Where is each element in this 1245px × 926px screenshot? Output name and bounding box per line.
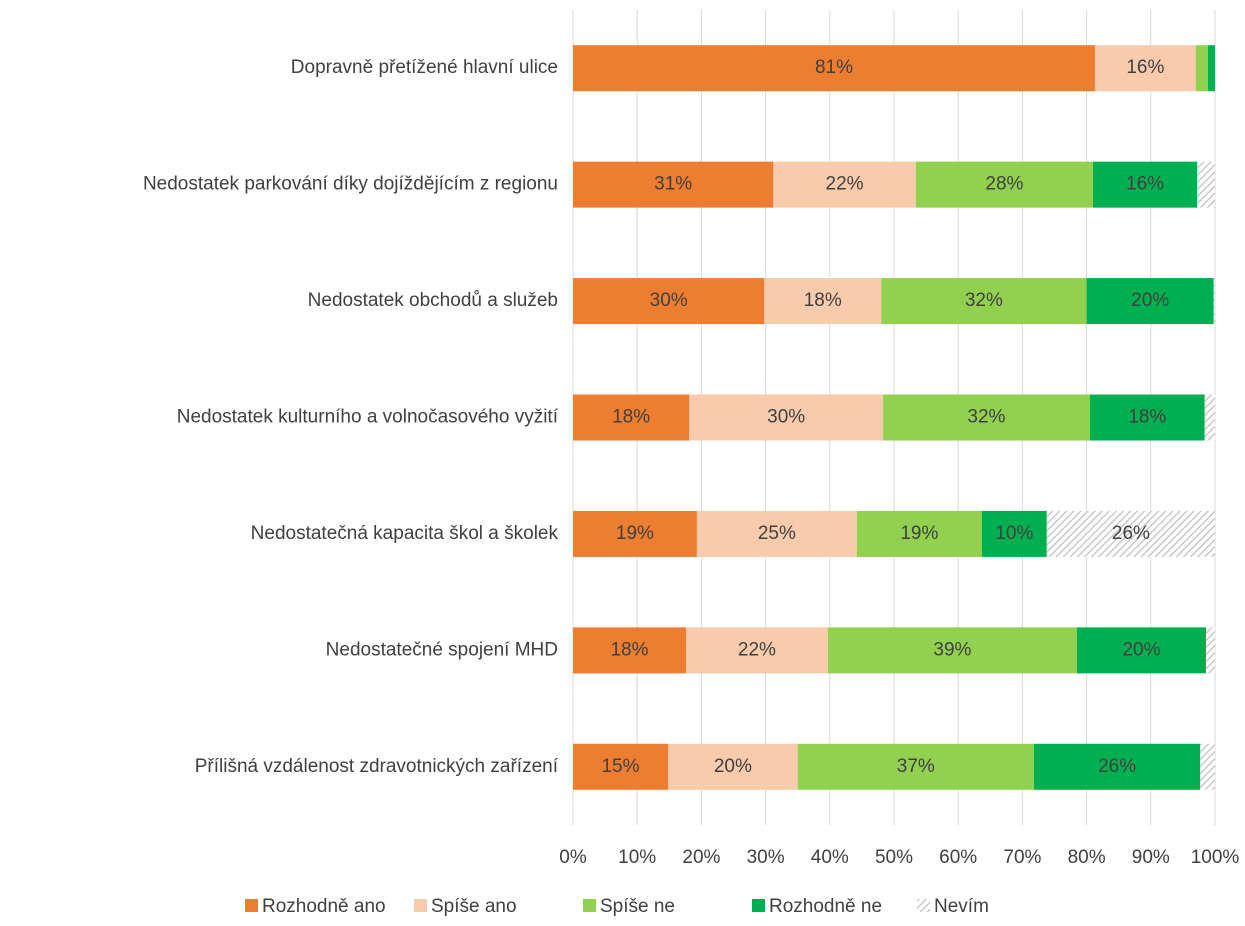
bar-segment bbox=[881, 278, 1087, 325]
bar-segment bbox=[797, 743, 1034, 790]
bar-segment bbox=[1093, 161, 1198, 208]
x-tick-label: 20% bbox=[682, 847, 720, 868]
data-label: 26% bbox=[1098, 756, 1136, 777]
data-label: 25% bbox=[758, 523, 796, 544]
bar-segment bbox=[668, 743, 798, 790]
category-label: Dopravně přetížené hlavní ulice bbox=[291, 57, 558, 78]
bar-segment bbox=[1213, 278, 1215, 325]
bar-segment bbox=[573, 45, 1095, 92]
data-label: 16% bbox=[1126, 57, 1164, 78]
x-tick-label: 90% bbox=[1132, 847, 1170, 868]
data-label: 31% bbox=[654, 174, 692, 195]
legend-swatch bbox=[414, 899, 427, 912]
data-label: 19% bbox=[900, 523, 938, 544]
data-label: 16% bbox=[1126, 174, 1164, 195]
legend-label: Nevím bbox=[934, 896, 989, 917]
bar-segment bbox=[573, 743, 669, 790]
data-label: 30% bbox=[650, 290, 688, 311]
data-label: 18% bbox=[612, 407, 650, 428]
data-label: 20% bbox=[714, 756, 752, 777]
x-tick-label: 70% bbox=[1003, 847, 1041, 868]
x-tick-label: 0% bbox=[559, 847, 587, 868]
bar-segment bbox=[1076, 627, 1207, 674]
category-label: Nedostatečná kapacita škol a školek bbox=[251, 523, 559, 544]
legend-label: Rozhodně ne bbox=[769, 896, 882, 917]
category-label: Nedostatečné spojení MHD bbox=[326, 639, 558, 660]
bar-segment bbox=[573, 394, 690, 441]
bar-segment bbox=[1033, 743, 1201, 790]
bar-segment bbox=[1046, 510, 1215, 557]
x-tick-label: 40% bbox=[811, 847, 849, 868]
data-label: 37% bbox=[897, 756, 935, 777]
x-tick-label: 60% bbox=[939, 847, 977, 868]
bar-segment bbox=[1195, 45, 1208, 92]
legend-label: Spíše ano bbox=[431, 896, 517, 917]
bar-segment bbox=[773, 161, 916, 208]
x-tick-label: 10% bbox=[618, 847, 656, 868]
bar-segment bbox=[573, 627, 686, 674]
data-label: 39% bbox=[933, 639, 971, 660]
bar-segment bbox=[685, 627, 828, 674]
legend-swatch bbox=[245, 899, 258, 912]
bar-segment bbox=[573, 278, 765, 325]
data-label: 28% bbox=[985, 174, 1023, 195]
bar-segment bbox=[689, 394, 884, 441]
data-label: 32% bbox=[967, 407, 1005, 428]
data-label: 18% bbox=[804, 290, 842, 311]
data-label: 22% bbox=[826, 174, 864, 195]
bar-segment bbox=[1207, 45, 1215, 92]
data-label: 20% bbox=[1122, 639, 1160, 660]
data-label: 81% bbox=[815, 57, 853, 78]
data-label: 22% bbox=[738, 639, 776, 660]
data-label: 32% bbox=[965, 290, 1003, 311]
bar-segment bbox=[1197, 161, 1215, 208]
bar-segment bbox=[915, 161, 1094, 208]
data-label: 10% bbox=[995, 523, 1033, 544]
bar-segment bbox=[1204, 394, 1215, 441]
bar-segment bbox=[856, 510, 982, 557]
bar-segment bbox=[573, 161, 774, 208]
legend-label: Spíše ne bbox=[600, 896, 675, 917]
category-label: Přílišná vzdálenost zdravotnických zaříz… bbox=[195, 756, 559, 777]
data-label: 19% bbox=[616, 523, 654, 544]
x-tick-label: 80% bbox=[1068, 847, 1106, 868]
bar-segment bbox=[573, 510, 697, 557]
bar-segment bbox=[1086, 278, 1214, 325]
bar-segment bbox=[1206, 627, 1215, 674]
bar-segment bbox=[1089, 394, 1205, 441]
category-label: Nedostatek obchodů a služeb bbox=[308, 290, 558, 311]
x-tick-label: 50% bbox=[875, 847, 913, 868]
legend-swatch bbox=[583, 899, 596, 912]
bar-segment bbox=[1094, 45, 1196, 92]
bar-segment bbox=[981, 510, 1047, 557]
data-label: 20% bbox=[1131, 290, 1169, 311]
bar-segment bbox=[883, 394, 1090, 441]
legend-swatch bbox=[752, 899, 765, 912]
legend-swatch bbox=[917, 899, 930, 912]
bar-segment bbox=[827, 627, 1077, 674]
data-label: 18% bbox=[610, 639, 648, 660]
category-label: Nedostatek kulturního a volnočasového vy… bbox=[177, 407, 559, 428]
data-label: 26% bbox=[1112, 523, 1150, 544]
bar-segment bbox=[1200, 743, 1215, 790]
data-label: 30% bbox=[767, 407, 805, 428]
bar-segment bbox=[764, 278, 882, 325]
bar-segment bbox=[696, 510, 857, 557]
x-tick-label: 30% bbox=[747, 847, 785, 868]
legend-label: Rozhodně ano bbox=[262, 896, 386, 917]
data-label: 18% bbox=[1128, 407, 1166, 428]
data-label: 15% bbox=[601, 756, 639, 777]
category-label: Nedostatek parkování díky dojíždějícím z… bbox=[143, 174, 558, 195]
x-tick-label: 100% bbox=[1191, 847, 1240, 868]
